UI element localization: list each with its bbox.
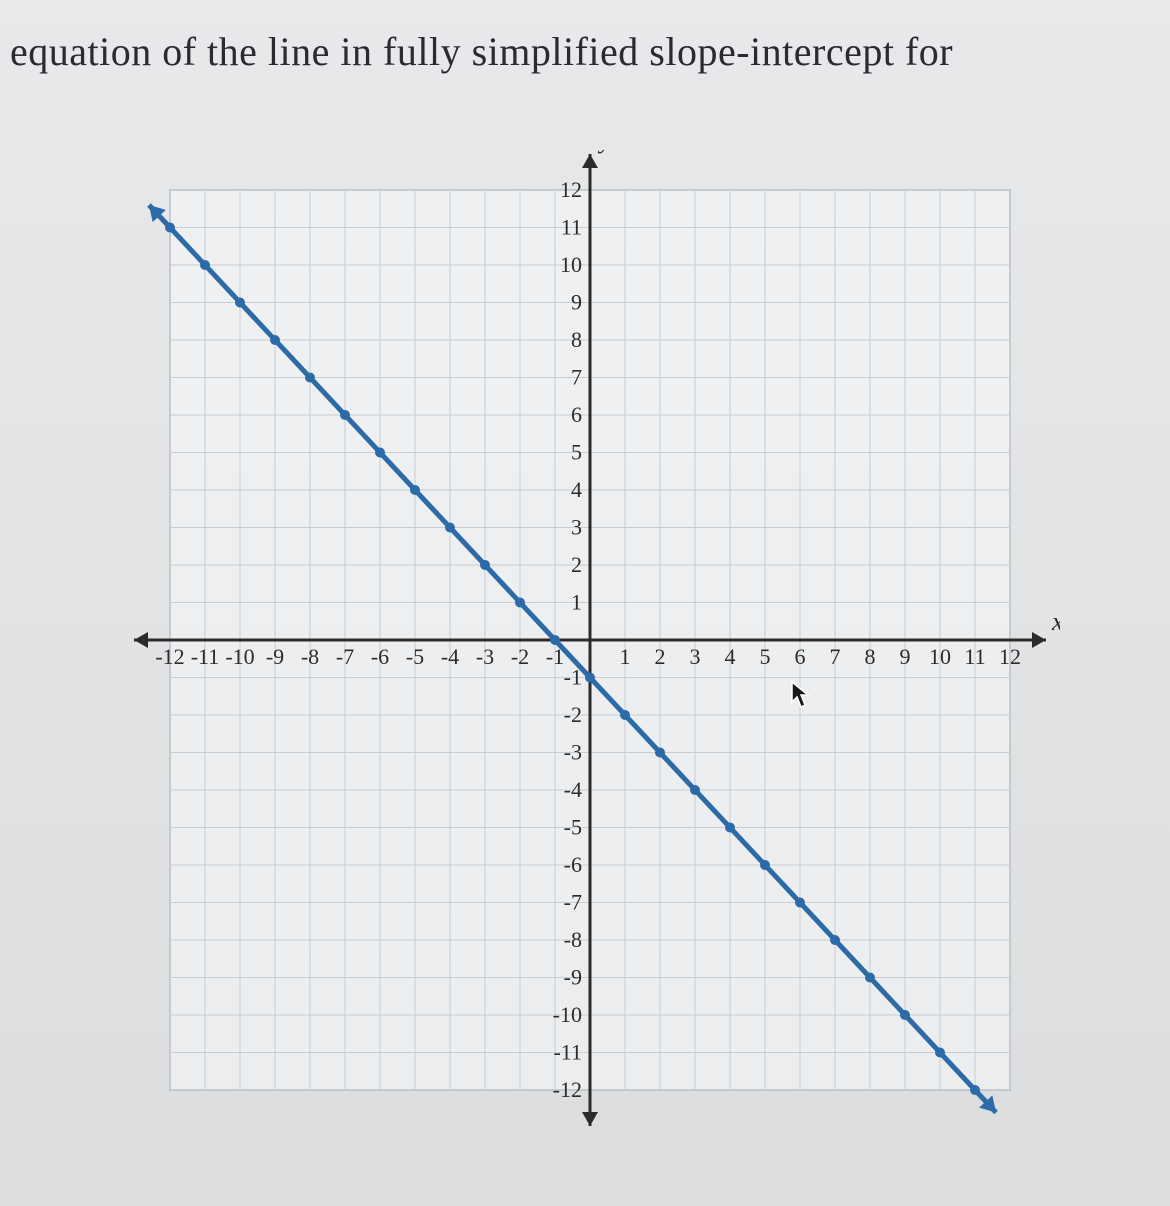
x-tick-label: 4 — [725, 644, 736, 669]
y-tick-label: 5 — [571, 440, 582, 465]
x-tick-label: -5 — [406, 644, 424, 669]
x-tick-label: -10 — [225, 644, 254, 669]
x-tick-label: -12 — [155, 644, 184, 669]
y-tick-label: 2 — [571, 552, 582, 577]
y-tick-label: -12 — [553, 1077, 582, 1102]
plot-point — [760, 860, 770, 870]
x-tick-label: -6 — [371, 644, 389, 669]
y-tick-label: 8 — [571, 327, 582, 352]
y-tick-label: -10 — [553, 1002, 582, 1027]
x-axis-label: x — [1051, 607, 1060, 636]
y-tick-label: 9 — [571, 290, 582, 315]
plot-point — [725, 823, 735, 833]
plot-point — [900, 1010, 910, 1020]
plot-point — [410, 485, 420, 495]
y-tick-label: -2 — [564, 702, 582, 727]
x-tick-label: 12 — [999, 644, 1021, 669]
y-tick-label: 3 — [571, 515, 582, 540]
plot-point — [480, 560, 490, 570]
y-tick-label: 10 — [560, 252, 582, 277]
x-tick-label: 5 — [760, 644, 771, 669]
x-tick-label: -11 — [191, 644, 220, 669]
y-tick-label: 12 — [560, 177, 582, 202]
plot-point — [970, 1085, 980, 1095]
plot-point — [515, 598, 525, 608]
x-tick-label: 3 — [690, 644, 701, 669]
x-tick-label: 2 — [655, 644, 666, 669]
y-axis-label: y — [597, 150, 612, 154]
x-tick-label: 8 — [865, 644, 876, 669]
plot-point — [795, 898, 805, 908]
plot-point — [865, 973, 875, 983]
plot-point — [340, 410, 350, 420]
x-tick-label: 10 — [929, 644, 951, 669]
x-tick-label: -2 — [511, 644, 529, 669]
plot-point — [305, 373, 315, 383]
plot-point — [550, 635, 560, 645]
plot-point — [585, 673, 595, 683]
y-tick-label: 6 — [571, 402, 582, 427]
y-tick-label: 7 — [571, 365, 582, 390]
plot-point — [235, 298, 245, 308]
x-tick-label: -9 — [266, 644, 284, 669]
y-tick-label: -6 — [564, 852, 582, 877]
plot-point — [620, 710, 630, 720]
x-tick-label: -7 — [336, 644, 354, 669]
y-tick-label: -11 — [553, 1040, 582, 1065]
plot-point — [445, 523, 455, 533]
y-tick-label: -3 — [564, 740, 582, 765]
x-tick-label: -3 — [476, 644, 494, 669]
y-tick-label: -8 — [564, 927, 582, 952]
plot-point — [270, 335, 280, 345]
x-tick-label: 11 — [964, 644, 985, 669]
coordinate-graph: yx-12-11-10-9-8-7-6-5-4-3-2-112345678910… — [120, 150, 1060, 1150]
x-tick-label: -4 — [441, 644, 459, 669]
y-tick-label: -7 — [564, 890, 582, 915]
plot-point — [375, 448, 385, 458]
y-tick-label: 1 — [571, 590, 582, 615]
x-tick-label: 7 — [830, 644, 841, 669]
x-tick-label: 9 — [900, 644, 911, 669]
x-tick-label: 6 — [795, 644, 806, 669]
plot-point — [690, 785, 700, 795]
y-tick-label: 4 — [571, 477, 582, 502]
plot-point — [165, 223, 175, 233]
plot-point — [655, 748, 665, 758]
plot-point — [200, 260, 210, 270]
page-title: equation of the line in fully simplified… — [0, 28, 1170, 75]
plot-point — [830, 935, 840, 945]
y-tick-label: -9 — [564, 965, 582, 990]
y-tick-label: -4 — [564, 777, 582, 802]
y-tick-label: 11 — [561, 215, 582, 240]
y-tick-label: -5 — [564, 815, 582, 840]
plot-point — [935, 1048, 945, 1058]
x-tick-label: 1 — [620, 644, 631, 669]
x-tick-label: -8 — [301, 644, 319, 669]
